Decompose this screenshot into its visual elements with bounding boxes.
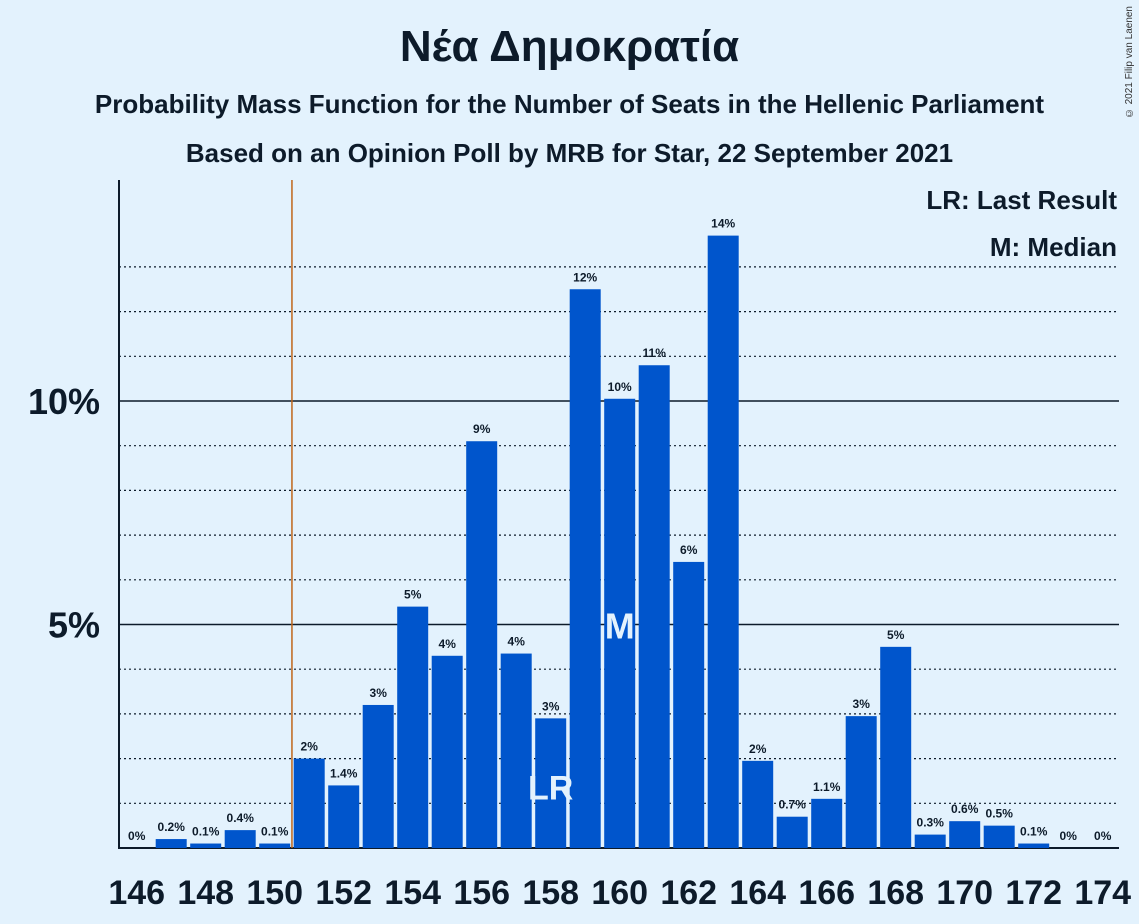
- bar-158: [535, 718, 567, 848]
- data-label-152: 1.4%: [330, 766, 358, 780]
- x-tick-label-166: 166: [798, 874, 855, 912]
- legend-last-result: LR: Last Result: [926, 185, 1117, 215]
- chart-title: Νέα Δημοκρατία: [399, 22, 740, 71]
- data-label-171: 0.5%: [986, 807, 1014, 821]
- data-label-147: 0.2%: [158, 820, 186, 834]
- bar-167: [845, 716, 877, 848]
- data-label-150: 0.1%: [261, 825, 289, 839]
- bar-148: [190, 843, 222, 848]
- bar-155: [431, 655, 463, 848]
- x-tick-label-168: 168: [867, 874, 924, 912]
- data-label-156: 9%: [473, 422, 491, 436]
- bar-164: [742, 760, 774, 848]
- x-tick-label-158: 158: [522, 874, 579, 912]
- bar-166: [811, 798, 843, 848]
- data-label-165: 0.7%: [779, 798, 807, 812]
- bar-151: [293, 758, 325, 848]
- data-label-160: 10%: [608, 380, 632, 394]
- x-tick-label-172: 172: [1005, 874, 1062, 912]
- data-label-154: 5%: [404, 588, 422, 602]
- data-label-162: 6%: [680, 543, 698, 557]
- last-result-marker: LR: [528, 769, 573, 807]
- median-marker: M: [605, 606, 635, 647]
- x-tick-label-174: 174: [1074, 874, 1131, 912]
- data-label-155: 4%: [439, 637, 457, 651]
- data-label-149: 0.4%: [227, 811, 255, 825]
- data-label-169: 0.3%: [917, 816, 945, 830]
- x-tick-label-148: 148: [177, 874, 234, 912]
- bar-156: [466, 441, 498, 848]
- bar-157: [500, 653, 532, 848]
- bar-150: [259, 843, 291, 848]
- x-tick-label-152: 152: [315, 874, 372, 912]
- bar-160: [604, 398, 636, 848]
- x-tick-label-156: 156: [453, 874, 510, 912]
- x-tick-label-162: 162: [660, 874, 717, 912]
- x-tick-label-146: 146: [108, 874, 165, 912]
- x-tick-label-160: 160: [591, 874, 648, 912]
- data-label-166: 1.1%: [813, 780, 841, 794]
- bar-147: [155, 839, 187, 848]
- x-tick-label-154: 154: [384, 874, 441, 912]
- data-label-173: 0%: [1060, 829, 1078, 843]
- data-label-148: 0.1%: [192, 825, 220, 839]
- bar-154: [397, 606, 429, 848]
- y-tick-label: 10%: [28, 381, 100, 422]
- bar-169: [914, 834, 946, 848]
- data-label-161: 11%: [643, 346, 667, 360]
- bar-163: [707, 235, 739, 849]
- data-label-153: 3%: [370, 686, 388, 700]
- chart-subtitle: Probability Mass Function for the Number…: [94, 89, 1045, 119]
- data-label-174: 0%: [1094, 829, 1112, 843]
- bar-149: [224, 830, 256, 848]
- chart-subtitle-2: Based on an Opinion Poll by MRB for Star…: [185, 138, 954, 168]
- data-label-172: 0.1%: [1020, 825, 1048, 839]
- x-tick-label-164: 164: [729, 874, 786, 912]
- bar-168: [880, 646, 912, 848]
- legend-median: M: Median: [989, 232, 1117, 262]
- bar-153: [362, 704, 394, 848]
- data-label-163: 14%: [711, 217, 735, 231]
- bar-172: [1018, 843, 1050, 848]
- data-label-159: 12%: [573, 270, 597, 284]
- x-tick-label-170: 170: [936, 874, 993, 912]
- bar-171: [983, 825, 1015, 848]
- bar-161: [638, 365, 670, 848]
- data-label-158: 3%: [542, 699, 560, 713]
- bar-159: [569, 289, 601, 848]
- data-label-151: 2%: [301, 740, 319, 754]
- data-label-164: 2%: [749, 742, 767, 756]
- bar-165: [776, 816, 808, 848]
- bar-170: [949, 821, 981, 848]
- data-label-157: 4%: [508, 635, 526, 649]
- data-label-167: 3%: [853, 697, 871, 711]
- y-tick-label: 5%: [48, 605, 100, 646]
- bar-162: [673, 561, 705, 848]
- data-label-170: 0.6%: [951, 802, 979, 816]
- bar-152: [328, 785, 360, 848]
- x-tick-label-150: 150: [246, 874, 303, 912]
- data-label-168: 5%: [887, 628, 905, 642]
- data-label-146: 0%: [128, 829, 146, 843]
